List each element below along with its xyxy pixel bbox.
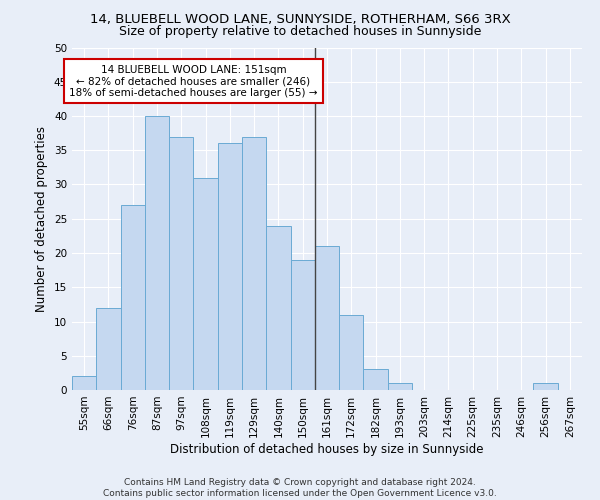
Bar [218,144,242,390]
Bar [315,246,339,390]
Bar [193,178,218,390]
Bar [533,383,558,390]
Bar [121,205,145,390]
Bar [266,226,290,390]
Bar [145,116,169,390]
Text: 14, BLUEBELL WOOD LANE, SUNNYSIDE, ROTHERHAM, S66 3RX: 14, BLUEBELL WOOD LANE, SUNNYSIDE, ROTHE… [89,12,511,26]
Bar [290,260,315,390]
Bar [388,383,412,390]
Text: 14 BLUEBELL WOOD LANE: 151sqm
← 82% of detached houses are smaller (246)
18% of : 14 BLUEBELL WOOD LANE: 151sqm ← 82% of d… [69,64,317,98]
Text: Contains HM Land Registry data © Crown copyright and database right 2024.
Contai: Contains HM Land Registry data © Crown c… [103,478,497,498]
Bar [242,136,266,390]
Y-axis label: Number of detached properties: Number of detached properties [35,126,49,312]
Text: Size of property relative to detached houses in Sunnyside: Size of property relative to detached ho… [119,25,481,38]
Bar [364,370,388,390]
Bar [72,376,96,390]
Bar [96,308,121,390]
X-axis label: Distribution of detached houses by size in Sunnyside: Distribution of detached houses by size … [170,442,484,456]
Bar [169,136,193,390]
Bar [339,314,364,390]
